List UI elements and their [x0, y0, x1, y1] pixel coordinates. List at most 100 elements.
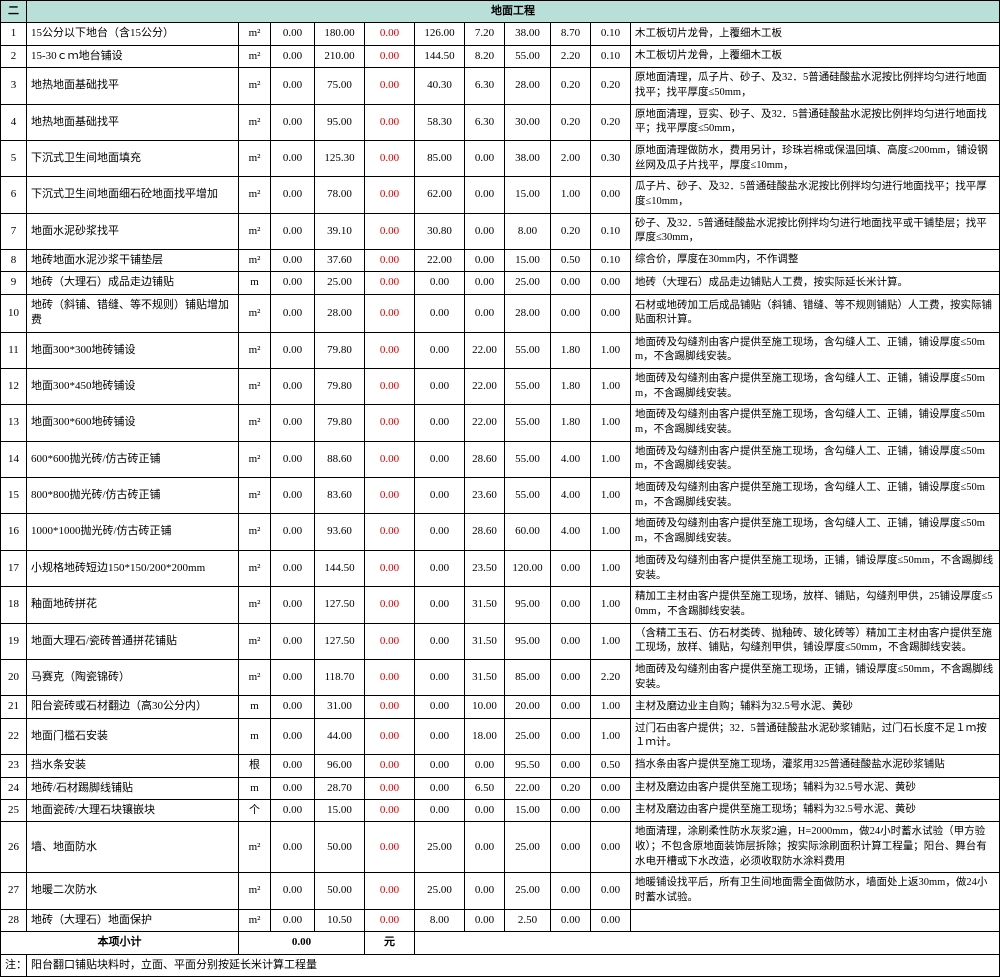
table-row: 27地暖二次防水m²0.0050.000.0025.000.0025.000.0… — [1, 873, 1000, 909]
row-col-d: 2.00 — [551, 140, 591, 176]
row-col-c: 95.50 — [505, 755, 551, 777]
row-name: 釉面地砖拼花 — [27, 587, 239, 623]
row-price: 83.60 — [315, 478, 365, 514]
row-col-e: 0.00 — [591, 822, 631, 873]
row-col-b: 28.60 — [465, 441, 505, 477]
table-row: 22地面门槛石安装m0.0044.000.000.0018.0025.000.0… — [1, 718, 1000, 754]
row-col-d: 8.70 — [551, 23, 591, 45]
row-qty: 0.00 — [271, 294, 315, 332]
row-unit: m² — [239, 623, 271, 659]
table-row: 161000*1000抛光砖/仿古砖正铺m²0.0093.600.000.002… — [1, 514, 1000, 550]
row-total: 0.00 — [365, 659, 415, 695]
row-col-c: 95.00 — [505, 587, 551, 623]
row-col-e: 0.00 — [591, 799, 631, 821]
row-col-a: 58.30 — [415, 104, 465, 140]
row-desc: 原地面清理，豆实、砂子、及32．5普通硅酸盐水泥按比例拌均匀进行地面找平；找平厚… — [631, 104, 1000, 140]
row-qty: 0.00 — [271, 873, 315, 909]
row-col-c: 15.00 — [505, 250, 551, 272]
row-qty: 0.00 — [271, 405, 315, 441]
row-col-d: 0.00 — [551, 587, 591, 623]
row-total: 0.00 — [365, 696, 415, 718]
row-col-c: 55.00 — [505, 405, 551, 441]
row-col-d: 0.00 — [551, 272, 591, 294]
row-col-e: 1.00 — [591, 368, 631, 404]
table-row: 9地砖（大理石）成品走边铺贴m0.0025.000.000.000.0025.0… — [1, 272, 1000, 294]
row-col-c: 15.00 — [505, 799, 551, 821]
row-col-d: 4.00 — [551, 441, 591, 477]
row-index: 6 — [1, 177, 27, 213]
table-row: 18釉面地砖拼花m²0.00127.500.000.0031.5095.000.… — [1, 587, 1000, 623]
row-desc: 木工板切片龙骨，上覆细木工板 — [631, 45, 1000, 67]
row-col-b: 31.50 — [465, 623, 505, 659]
row-index: 24 — [1, 777, 27, 799]
row-col-e: 0.00 — [591, 777, 631, 799]
row-qty: 0.00 — [271, 68, 315, 104]
row-index: 13 — [1, 405, 27, 441]
row-col-a: 0.00 — [415, 550, 465, 586]
row-index: 25 — [1, 799, 27, 821]
row-col-b: 6.30 — [465, 104, 505, 140]
row-unit: m² — [239, 822, 271, 873]
row-price: 127.50 — [315, 587, 365, 623]
row-col-d: 0.20 — [551, 213, 591, 249]
row-index: 3 — [1, 68, 27, 104]
row-col-c: 55.00 — [505, 368, 551, 404]
row-price: 28.70 — [315, 777, 365, 799]
row-col-a: 0.00 — [415, 623, 465, 659]
row-col-b: 22.00 — [465, 405, 505, 441]
row-col-d: 0.50 — [551, 250, 591, 272]
row-name: 15-30ｃｍ地台铺设 — [27, 45, 239, 67]
row-index: 22 — [1, 718, 27, 754]
row-col-c: 25.00 — [505, 873, 551, 909]
section-header-row: 二 地面工程 — [1, 1, 1000, 23]
row-desc: 砂子、及32．5普通硅酸盐水泥按比例拌均匀进行地面找平或干铺垫层；找平厚度≤30… — [631, 213, 1000, 249]
row-price: 125.30 — [315, 140, 365, 176]
row-col-a: 0.00 — [415, 659, 465, 695]
row-desc: 地砖（大理石）成品走边铺贴人工费，按实际延长米计算。 — [631, 272, 1000, 294]
row-desc: 地面清理，涂刷柔性防水灰浆2遍，H=2000mm，做24小时蓄水试验（甲方验收）… — [631, 822, 1000, 873]
row-unit: m² — [239, 332, 271, 368]
row-price: 50.00 — [315, 822, 365, 873]
row-unit: m — [239, 718, 271, 754]
row-col-d: 0.20 — [551, 104, 591, 140]
row-col-e: 0.00 — [591, 177, 631, 213]
row-col-b: 0.00 — [465, 294, 505, 332]
row-total: 0.00 — [365, 777, 415, 799]
row-index: 19 — [1, 623, 27, 659]
row-col-b: 28.60 — [465, 514, 505, 550]
row-col-d: 0.00 — [551, 696, 591, 718]
note-label: 注： — [1, 954, 27, 976]
row-unit: 根 — [239, 755, 271, 777]
row-col-c: 30.00 — [505, 104, 551, 140]
row-col-a: 30.80 — [415, 213, 465, 249]
row-col-d: 0.20 — [551, 68, 591, 104]
row-unit: m — [239, 272, 271, 294]
row-col-e: 0.50 — [591, 755, 631, 777]
row-col-c: 55.00 — [505, 45, 551, 67]
row-col-a: 0.00 — [415, 405, 465, 441]
row-col-d: 0.00 — [551, 873, 591, 909]
row-price: 44.00 — [315, 718, 365, 754]
row-col-a: 0.00 — [415, 514, 465, 550]
row-unit: m² — [239, 441, 271, 477]
row-col-a: 40.30 — [415, 68, 465, 104]
row-index: 12 — [1, 368, 27, 404]
row-index: 23 — [1, 755, 27, 777]
row-name: 地砖/石材踢脚线铺贴 — [27, 777, 239, 799]
row-col-b: 0.00 — [465, 140, 505, 176]
row-col-e: 0.10 — [591, 213, 631, 249]
note-row: 注： 阳台翻口铺贴块料时，立面、平面分别按延长米计算工程量 — [1, 954, 1000, 976]
row-total: 0.00 — [365, 587, 415, 623]
section-number: 二 — [1, 1, 27, 23]
row-col-a: 0.00 — [415, 755, 465, 777]
row-unit: m² — [239, 294, 271, 332]
row-total: 0.00 — [365, 368, 415, 404]
row-unit: m² — [239, 45, 271, 67]
table-row: 17小规格地砖短边150*150/200*200mmm²0.00144.500.… — [1, 550, 1000, 586]
row-qty: 0.00 — [271, 478, 315, 514]
row-total: 0.00 — [365, 909, 415, 931]
row-col-d: 1.80 — [551, 368, 591, 404]
row-desc: 地面砖及勾缝剂由客户提供至施工现场，含勾缝人工、正铺，铺设厚度≤50mm，不含踢… — [631, 405, 1000, 441]
row-col-e: 0.00 — [591, 294, 631, 332]
row-unit: m² — [239, 587, 271, 623]
